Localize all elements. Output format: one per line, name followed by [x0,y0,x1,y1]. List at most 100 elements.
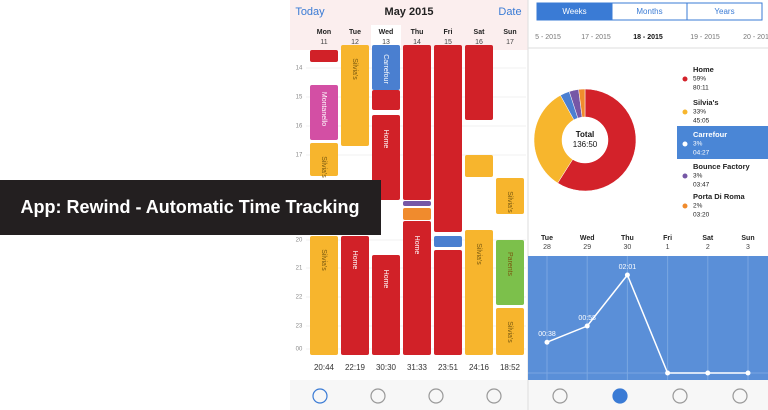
total-value: 136:50 [573,140,598,149]
event-block [496,240,524,305]
event-label: Silvia's [320,156,327,178]
legend-dot [682,203,688,209]
week-label: 19 - 2015 [690,34,720,41]
tab-icon [732,388,748,404]
hour-label: 22 [296,295,303,301]
line-area [528,256,768,380]
event-label: Silvia's [506,191,513,213]
tab-icon [486,388,502,404]
calendar-tabbar [290,380,528,410]
line-day: Thu [621,235,634,242]
line-date: 1 [666,244,670,251]
line-date: 28 [543,244,551,251]
day-total: 22:19 [345,363,366,372]
selected-day [371,25,401,48]
segment-label: Months [636,7,662,16]
legend-name: Porta Di Roma [693,192,746,201]
day-num: 16 [475,39,483,46]
tab-icon [612,388,628,404]
event-block [403,201,431,206]
event-label: Silvia's [506,321,513,343]
event-block [496,308,524,355]
legend-name: Bounce Factory [693,162,751,171]
hour-label: 20 [296,238,303,244]
day-total: 18:52 [500,363,521,372]
line-point [624,272,630,278]
day-name: Fri [444,29,453,36]
event-label: Home [382,130,389,149]
donut-slice [533,94,575,184]
hour-label: 21 [296,266,303,272]
tab-icon [312,388,328,404]
month-title: May 2015 [385,6,434,18]
event-block [465,45,493,120]
point-label: 02:01 [619,264,637,271]
tab-icon [552,388,568,404]
legend-dot [682,76,688,82]
event-block [403,221,431,355]
line-point [705,370,711,376]
banner-bg [0,180,381,235]
event-block [465,230,493,355]
week-label: 18 - 2015 [633,34,663,41]
hour-label: 23 [296,324,303,330]
legend-duration: 80:11 [693,85,709,92]
line-date: 29 [583,244,591,251]
day-total: 20:44 [314,363,335,372]
line-date: 3 [746,244,750,251]
segment-label: Weeks [562,7,586,16]
legend-dot [682,141,688,147]
event-block [434,250,462,355]
line-day: Sat [702,235,714,242]
event-block [310,236,338,355]
legend-pct: 2% [693,203,703,210]
hour-label: 17 [296,153,303,159]
event-label: Carrefour [382,54,389,84]
total-label: Total [576,130,595,139]
day-total: 31:33 [407,363,428,372]
event-label: Montanello [320,92,327,126]
today-button[interactable]: Today [295,6,325,18]
event-block [403,45,431,200]
legend-pct: 3% [693,173,703,180]
legend-name: Home [693,65,714,74]
tab-icon [370,388,386,404]
line-day: Wed [580,235,595,242]
day-name: Sat [474,29,486,36]
legend-name: Carrefour [693,130,727,139]
day-name: Sun [503,29,516,36]
line-day: Fri [663,235,672,242]
event-label: Parents [506,252,513,277]
event-label: Home [382,270,389,289]
event-label: Home [413,236,420,255]
legend-dot [682,109,688,115]
event-block [372,255,400,355]
week-label: 17 - 2015 [581,34,611,41]
event-block [341,45,369,146]
event-label: Home [351,251,358,270]
day-name: Wed [379,29,394,36]
segment-tab[interactable] [686,2,763,21]
event-block [372,90,400,110]
tab-icon [428,388,444,404]
day-total: 23:51 [438,363,459,372]
day-num: 17 [506,39,514,46]
event-block [372,115,400,200]
stats-tabbar [528,380,768,410]
day-num: 14 [413,39,421,46]
event-block [372,45,400,90]
day-name: Mon [317,29,331,36]
event-block [310,85,338,140]
legend-duration: 03:47 [693,182,710,189]
day-name: Tue [349,29,361,36]
week-label: 20 - 201 [743,34,768,41]
event-block [341,236,369,355]
day-num: 12 [351,39,359,46]
legend-pct: 59% [693,76,706,83]
day-num: 15 [444,39,452,46]
point-label: 00:38 [538,331,556,338]
event-block [403,208,431,220]
banner-title: App: Rewind - Automatic Time Tracking [20,197,359,217]
